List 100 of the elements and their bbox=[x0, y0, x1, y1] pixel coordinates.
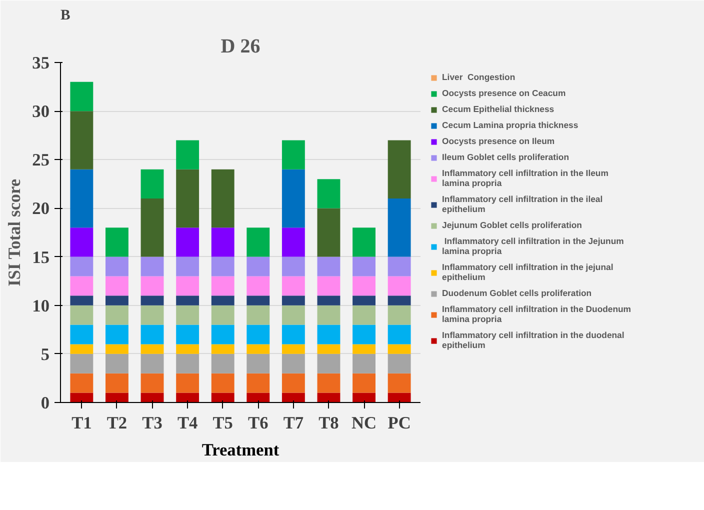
bar bbox=[246, 324, 270, 344]
bar bbox=[70, 373, 94, 393]
bar bbox=[388, 305, 411, 325]
bar bbox=[211, 169, 234, 228]
legend-label: Inflammatory cell infiltration in the ileal epithelium bbox=[442, 194, 603, 214]
bar bbox=[211, 354, 234, 374]
bar bbox=[246, 296, 270, 306]
bar bbox=[388, 354, 411, 374]
bar bbox=[352, 373, 376, 393]
bar bbox=[246, 344, 270, 354]
bar bbox=[176, 324, 200, 344]
bar bbox=[70, 354, 94, 374]
legend-label: Oocysts presence on Ileum bbox=[442, 136, 555, 146]
legend-label: Oocysts presence on Ceacum bbox=[442, 88, 566, 98]
bar bbox=[317, 354, 340, 374]
bar bbox=[352, 228, 376, 257]
bar bbox=[352, 296, 376, 306]
bar bbox=[282, 392, 305, 402]
bar bbox=[176, 140, 200, 170]
bar bbox=[140, 198, 164, 257]
bar bbox=[176, 256, 200, 276]
bar bbox=[317, 179, 340, 208]
bar bbox=[352, 305, 376, 325]
bar bbox=[282, 373, 305, 393]
bar bbox=[388, 256, 411, 276]
bar bbox=[176, 392, 200, 402]
bar bbox=[388, 373, 411, 393]
y-axis-title: ISI Total score bbox=[5, 178, 24, 286]
chart-title: D 26 bbox=[220, 36, 260, 58]
bar bbox=[282, 256, 305, 276]
legend-label: Jejunum Goblet cells proliferation bbox=[442, 220, 582, 230]
legend-label: Cecum Lamina propria thickness bbox=[442, 120, 578, 130]
bar bbox=[388, 392, 411, 402]
x-tick-label: T5 bbox=[212, 414, 234, 432]
bar bbox=[211, 344, 234, 354]
x-tick-label: T3 bbox=[142, 414, 163, 432]
bar bbox=[140, 354, 164, 374]
bar bbox=[211, 373, 234, 393]
bar bbox=[70, 392, 94, 402]
y-tick-label: 5 bbox=[40, 344, 50, 364]
y-tick-label: 20 bbox=[32, 199, 50, 218]
bar bbox=[70, 296, 94, 306]
bar bbox=[282, 354, 305, 374]
bar bbox=[70, 305, 94, 325]
bar bbox=[70, 169, 94, 228]
bar bbox=[211, 296, 234, 306]
bar bbox=[140, 276, 164, 296]
bar bbox=[282, 296, 305, 306]
bar bbox=[140, 392, 164, 402]
bar bbox=[282, 228, 305, 257]
bar bbox=[246, 228, 270, 257]
bar bbox=[282, 305, 305, 325]
bar bbox=[317, 344, 340, 354]
legend-label: Inflammatory cell infiltration in the duodenal epithelium bbox=[442, 330, 624, 350]
bar bbox=[317, 256, 340, 276]
bar bbox=[352, 354, 376, 374]
bar bbox=[352, 344, 376, 354]
bar bbox=[317, 296, 340, 306]
bar bbox=[388, 198, 411, 257]
bar bbox=[246, 276, 270, 296]
bar bbox=[352, 324, 376, 344]
bar bbox=[106, 373, 128, 393]
y-tick-label: 10 bbox=[32, 296, 50, 316]
x-axis-title: Treatment bbox=[202, 440, 280, 460]
x-tick-label: T7 bbox=[283, 414, 304, 432]
y-tick-label: 30 bbox=[32, 102, 50, 122]
x-tick-label: PC bbox=[388, 414, 411, 432]
x-tick-label: T2 bbox=[106, 414, 128, 432]
bar bbox=[106, 228, 128, 257]
bar bbox=[70, 276, 94, 296]
bar bbox=[246, 354, 270, 374]
bar bbox=[317, 208, 340, 257]
bar bbox=[140, 169, 164, 198]
bar bbox=[282, 140, 305, 170]
x-tick-label: T1 bbox=[72, 414, 92, 432]
bar bbox=[388, 140, 411, 198]
x-tick-label: T4 bbox=[177, 414, 198, 432]
bar bbox=[176, 169, 200, 228]
legend-label: Inflammatory cell infiltration in the jejunal epithelium bbox=[442, 262, 614, 282]
bar bbox=[106, 392, 128, 402]
bar bbox=[140, 296, 164, 306]
bar bbox=[317, 324, 340, 344]
bar bbox=[140, 324, 164, 344]
bar bbox=[211, 256, 234, 276]
legend-label: Ileum Goblet cells proliferation bbox=[442, 152, 569, 162]
legend-label: Inflammatory cell infiltration in the Duodenum lamina propria bbox=[442, 304, 632, 324]
bar bbox=[176, 305, 200, 325]
y-tick-label: 35 bbox=[32, 54, 50, 72]
bar bbox=[140, 305, 164, 325]
bar bbox=[352, 276, 376, 296]
bar bbox=[211, 228, 234, 257]
bar bbox=[388, 324, 411, 344]
text: B bbox=[60, 8, 70, 24]
bar bbox=[282, 324, 305, 344]
bar bbox=[106, 256, 128, 276]
bar bbox=[176, 228, 200, 257]
bar bbox=[352, 256, 376, 276]
y-tick-label: 0 bbox=[40, 394, 50, 412]
bar bbox=[140, 256, 164, 276]
bar bbox=[388, 296, 411, 306]
